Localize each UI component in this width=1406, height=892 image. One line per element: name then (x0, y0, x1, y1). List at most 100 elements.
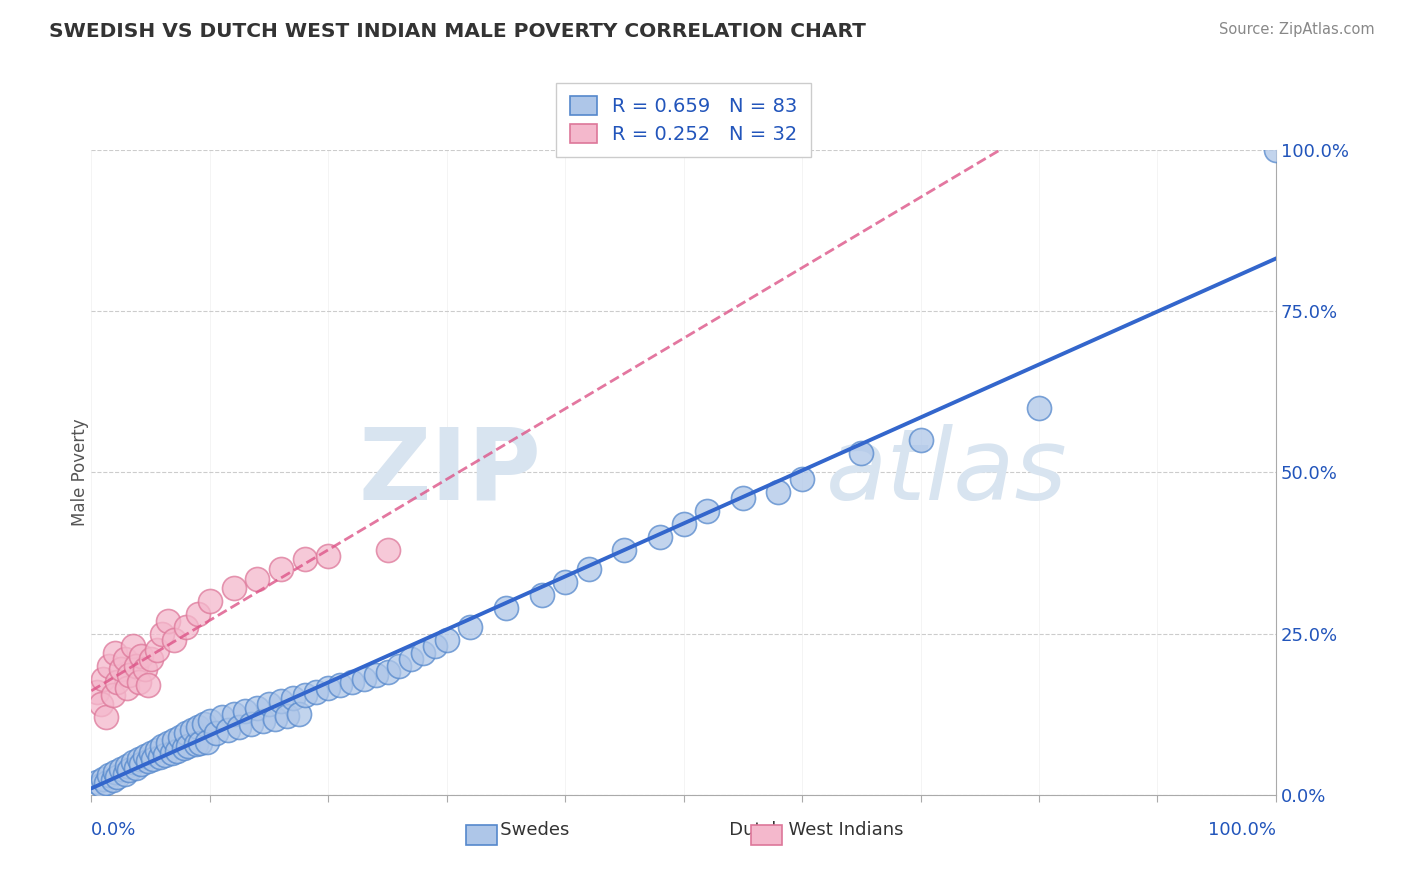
Point (145, 642, 167, 657)
Point (554, 574, 576, 589)
Point (399, 652, 422, 666)
Point (187, 607, 209, 622)
Point (94, 776, 117, 790)
Point (768, 484, 790, 499)
Point (128, 752, 150, 766)
Text: SWEDISH VS DUTCH WEST INDIAN MALE POVERTY CORRELATION CHART: SWEDISH VS DUTCH WEST INDIAN MALE POVERT… (49, 22, 866, 41)
Point (145, 742, 167, 756)
Point (613, 542, 636, 557)
Point (129, 649, 152, 664)
Point (121, 756, 143, 770)
Point (107, 770, 129, 784)
Point (91, 672, 114, 686)
Point (851, 446, 873, 460)
Point (90, 698, 112, 712)
Legend: R = 0.659   N = 83, R = 0.252   N = 32: R = 0.659 N = 83, R = 0.252 N = 32 (555, 83, 811, 157)
Point (222, 582, 245, 596)
Point (173, 741, 195, 756)
Point (377, 665, 399, 680)
Point (495, 600, 517, 615)
Point (157, 614, 180, 628)
Point (910, 433, 932, 447)
Point (257, 698, 280, 712)
Point (94, 710, 117, 724)
Point (139, 746, 162, 760)
Point (287, 707, 309, 722)
Point (193, 716, 215, 731)
Point (125, 658, 148, 673)
Point (281, 690, 304, 705)
Point (228, 720, 250, 734)
Point (240, 716, 263, 731)
Point (149, 750, 172, 764)
Point (364, 668, 387, 682)
Point (270, 562, 292, 576)
Text: Source: ZipAtlas.com: Source: ZipAtlas.com (1219, 22, 1375, 37)
Point (246, 700, 269, 714)
Point (252, 714, 274, 728)
Point (184, 737, 207, 751)
Point (217, 723, 239, 738)
Point (114, 652, 136, 666)
Point (204, 726, 226, 740)
Point (222, 707, 245, 722)
Point (211, 710, 233, 724)
Point (139, 652, 162, 666)
Point (731, 491, 754, 505)
Point (142, 752, 165, 766)
Point (181, 723, 204, 738)
Point (790, 472, 813, 486)
Point (235, 704, 257, 718)
Point (115, 681, 138, 696)
Point (174, 726, 197, 740)
Point (101, 688, 124, 702)
Point (118, 763, 141, 777)
Point (121, 640, 143, 654)
Point (294, 688, 316, 702)
Text: 0.0%: 0.0% (91, 821, 136, 838)
Point (305, 684, 328, 698)
Point (86, 774, 108, 789)
Point (316, 549, 339, 564)
Point (578, 562, 600, 576)
Point (460, 620, 482, 634)
Point (198, 714, 221, 728)
Point (648, 530, 671, 544)
Point (110, 762, 132, 776)
Point (152, 626, 174, 640)
Point (169, 730, 191, 744)
Point (86, 684, 108, 698)
Point (118, 668, 141, 682)
Point (1265, 143, 1288, 157)
Point (163, 632, 186, 647)
Point (696, 504, 718, 518)
Point (114, 767, 136, 781)
Point (152, 739, 174, 754)
Point (128, 674, 150, 689)
Point (104, 646, 127, 660)
Point (246, 572, 269, 586)
Point (134, 662, 156, 676)
Point (672, 516, 695, 531)
Text: Swedes: Swedes (460, 821, 569, 838)
Point (166, 744, 188, 758)
Point (136, 678, 159, 692)
Point (91, 772, 114, 786)
Point (98, 768, 121, 782)
Point (163, 732, 186, 747)
Point (329, 678, 352, 692)
Point (198, 594, 221, 608)
Point (125, 761, 148, 775)
Point (104, 765, 127, 780)
Point (270, 694, 292, 708)
Point (530, 588, 553, 602)
Point (136, 754, 159, 768)
Point (264, 712, 287, 726)
Text: Dutch West Indians: Dutch West Indians (689, 821, 904, 838)
Point (388, 658, 411, 673)
Point (101, 773, 124, 788)
Point (187, 720, 209, 734)
Point (110, 662, 132, 676)
Point (177, 739, 200, 754)
Point (377, 542, 399, 557)
